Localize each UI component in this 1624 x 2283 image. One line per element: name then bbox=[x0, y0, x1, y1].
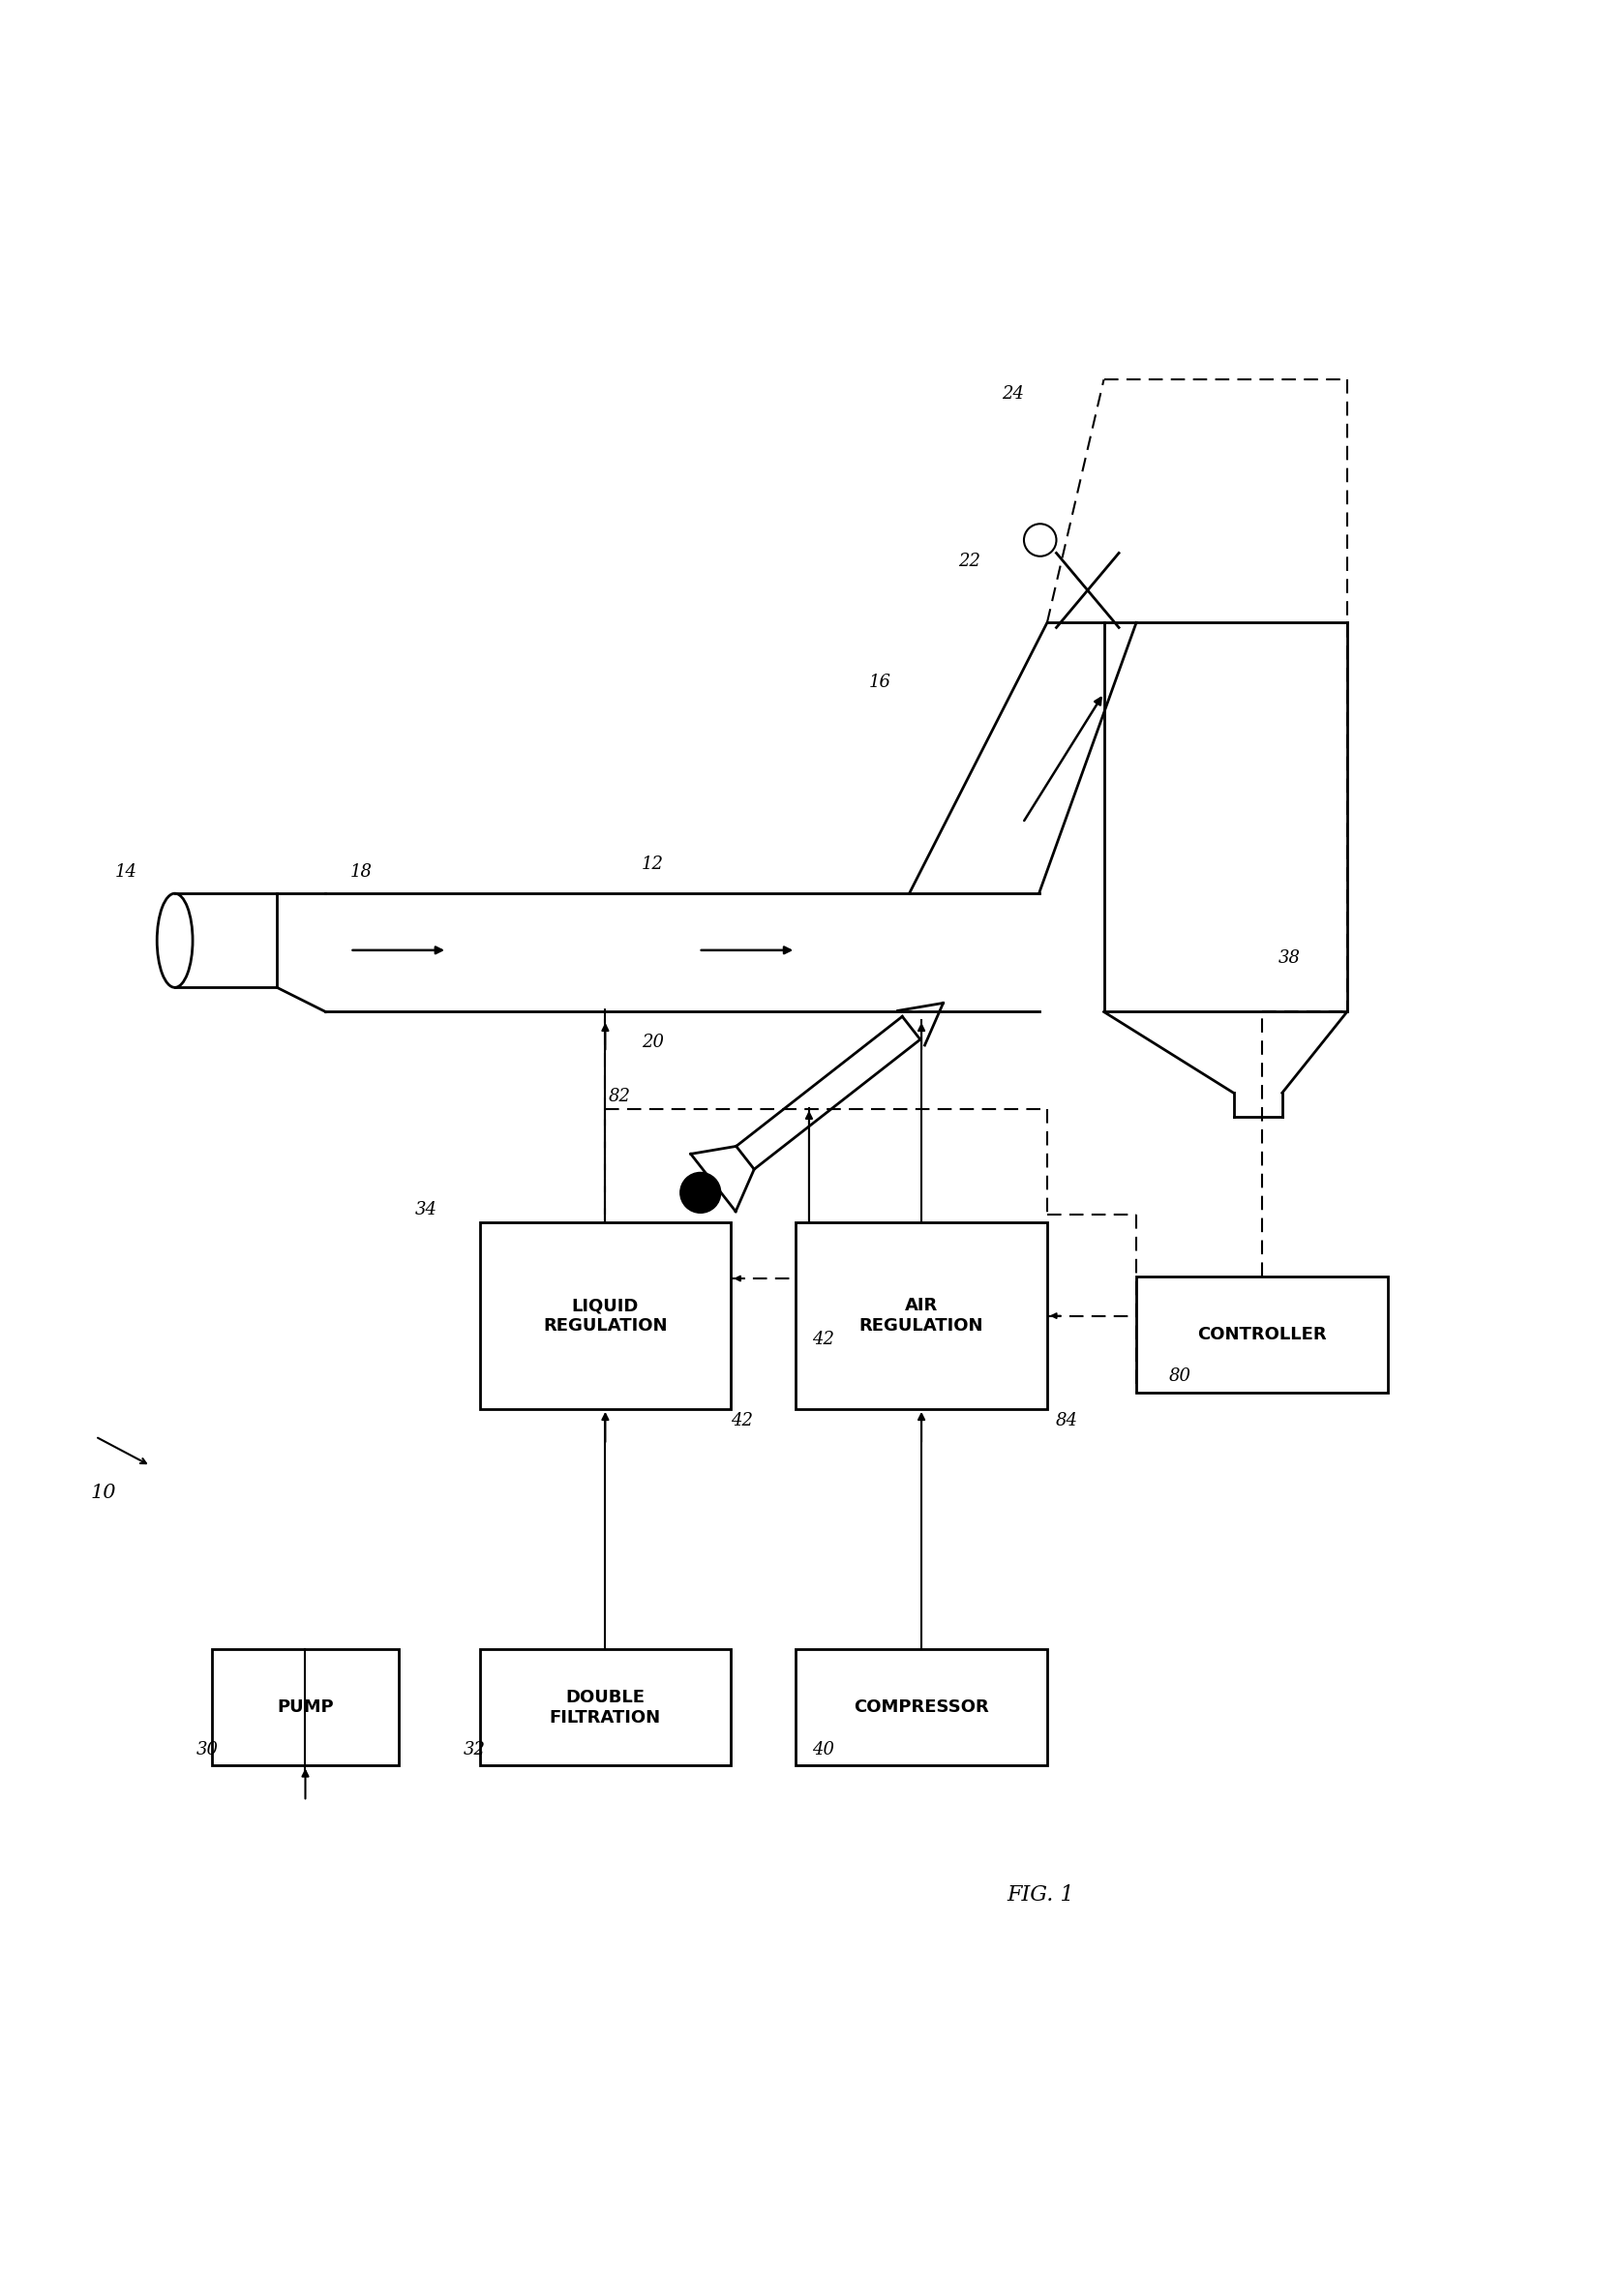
Text: 22: 22 bbox=[958, 552, 981, 571]
Text: 20: 20 bbox=[641, 1034, 664, 1052]
Text: 24: 24 bbox=[1002, 386, 1025, 402]
Text: 80: 80 bbox=[1169, 1368, 1190, 1386]
Text: CONTROLLER: CONTROLLER bbox=[1197, 1326, 1327, 1342]
Text: FIG. 1: FIG. 1 bbox=[1007, 1883, 1073, 1904]
Text: 14: 14 bbox=[115, 863, 136, 881]
Text: DOUBLE
FILTRATION: DOUBLE FILTRATION bbox=[549, 1689, 661, 1726]
Text: 16: 16 bbox=[869, 673, 892, 692]
Text: LIQUID
REGULATION: LIQUID REGULATION bbox=[542, 1297, 667, 1336]
Bar bbox=[479, 1224, 731, 1409]
Text: 82: 82 bbox=[609, 1087, 630, 1105]
Text: 12: 12 bbox=[641, 856, 664, 872]
Text: 40: 40 bbox=[812, 1740, 835, 1758]
Text: 42: 42 bbox=[812, 1331, 835, 1347]
Text: 10: 10 bbox=[91, 1484, 117, 1502]
Text: 84: 84 bbox=[1056, 1411, 1077, 1429]
Bar bbox=[796, 1648, 1047, 1765]
Text: PUMP: PUMP bbox=[278, 1699, 333, 1717]
Text: 38: 38 bbox=[1278, 950, 1301, 968]
Text: COMPRESSOR: COMPRESSOR bbox=[854, 1699, 989, 1717]
Text: 32: 32 bbox=[463, 1740, 486, 1758]
Text: 34: 34 bbox=[414, 1201, 437, 1219]
Bar bbox=[479, 1648, 731, 1765]
Ellipse shape bbox=[680, 1173, 721, 1212]
Bar bbox=[796, 1224, 1047, 1409]
Text: 30: 30 bbox=[197, 1740, 218, 1758]
Bar bbox=[1137, 1276, 1387, 1393]
Bar bbox=[213, 1648, 398, 1765]
Text: 42: 42 bbox=[731, 1411, 754, 1429]
Text: 18: 18 bbox=[349, 863, 372, 881]
Text: AIR
REGULATION: AIR REGULATION bbox=[859, 1297, 984, 1336]
